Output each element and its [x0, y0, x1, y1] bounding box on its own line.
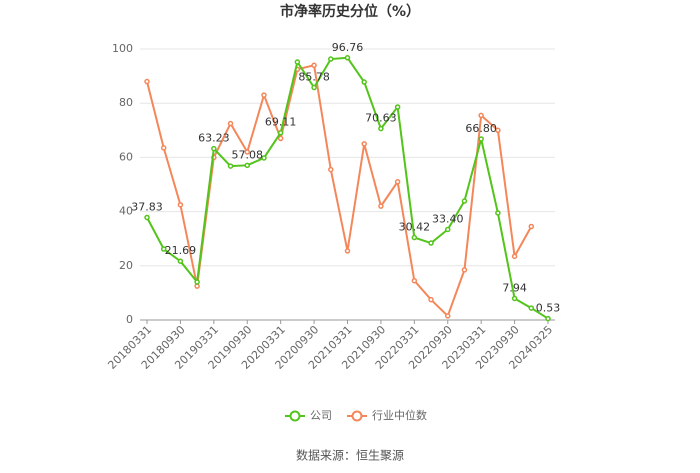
- point: [261, 155, 267, 161]
- point: [277, 129, 284, 136]
- point: [495, 210, 501, 216]
- data-label: 63.23: [198, 132, 230, 145]
- point: [177, 202, 184, 208]
- point: [511, 253, 518, 260]
- legend-label: 公司: [310, 409, 332, 422]
- legend-label: 行业中位数: [372, 408, 427, 422]
- data-label: 85.78: [298, 71, 330, 84]
- data-label: 30.42: [399, 221, 431, 234]
- legend-marker: [351, 410, 363, 422]
- point: [361, 79, 367, 85]
- y-tick-label: 100: [112, 42, 133, 55]
- point: [211, 145, 217, 152]
- point: [227, 120, 234, 127]
- point: [311, 62, 317, 69]
- point: [478, 112, 484, 119]
- point: [227, 163, 234, 169]
- chart-title: 市净率历史分位（%）: [280, 3, 420, 20]
- point: [394, 179, 401, 185]
- point: [528, 223, 535, 230]
- data-label: 7.94: [502, 281, 527, 294]
- point: [328, 166, 334, 173]
- point: [428, 240, 434, 246]
- source: 数据来源：恒生聚源: [296, 448, 404, 463]
- y-tick-label: 0: [126, 313, 133, 326]
- point: [144, 214, 150, 221]
- point: [478, 136, 484, 142]
- data-label: 57.08: [232, 148, 264, 161]
- data-label: 33.40: [432, 212, 464, 225]
- data-label: 66.80: [465, 122, 497, 135]
- y-tick-label: 40: [119, 205, 133, 218]
- point: [461, 198, 468, 204]
- data-label: 0.53: [536, 302, 561, 315]
- legend-marker: [289, 410, 301, 422]
- point: [160, 246, 167, 252]
- data-label: 37.83: [131, 200, 163, 213]
- point: [378, 125, 384, 132]
- point: [411, 277, 418, 284]
- point: [160, 145, 167, 151]
- point: [511, 295, 518, 302]
- point: [344, 248, 351, 254]
- series-line: [146, 56, 549, 320]
- point: [361, 141, 367, 147]
- point: [411, 234, 418, 241]
- point: [294, 59, 301, 65]
- data-label: 96.76: [332, 41, 364, 54]
- point: [545, 315, 551, 322]
- y-tick-label: 20: [119, 259, 133, 272]
- point: [328, 56, 334, 62]
- point: [194, 279, 200, 285]
- point: [528, 305, 535, 311]
- y-tick-label: 60: [119, 150, 133, 163]
- point: [344, 55, 351, 61]
- point: [394, 104, 401, 110]
- point: [445, 226, 451, 233]
- data-label: 70.63: [365, 112, 397, 125]
- point: [378, 203, 384, 209]
- data-label: 21.69: [165, 244, 197, 257]
- point: [244, 149, 250, 155]
- point: [445, 313, 451, 319]
- point: [461, 267, 468, 273]
- point: [428, 296, 434, 303]
- point: [495, 127, 501, 134]
- point: [277, 135, 284, 142]
- point: [311, 84, 317, 91]
- data-label: 69.11: [265, 116, 297, 129]
- point: [261, 92, 267, 98]
- y-tick-label: 80: [119, 96, 133, 109]
- point: [144, 78, 150, 85]
- point: [244, 162, 250, 169]
- point: [177, 258, 184, 264]
